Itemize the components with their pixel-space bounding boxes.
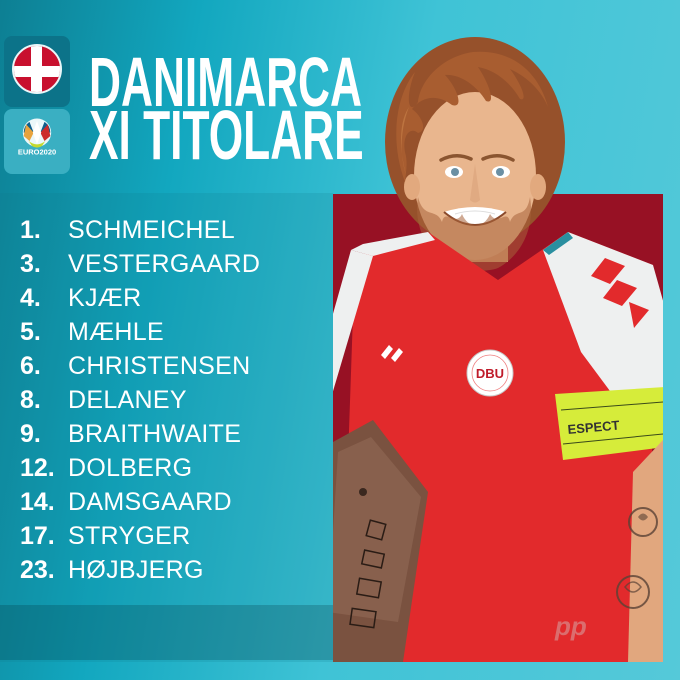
svg-text:pp: pp <box>554 611 587 641</box>
svg-text:EURO2020: EURO2020 <box>18 147 56 156</box>
svg-text:DBU: DBU <box>476 366 504 381</box>
